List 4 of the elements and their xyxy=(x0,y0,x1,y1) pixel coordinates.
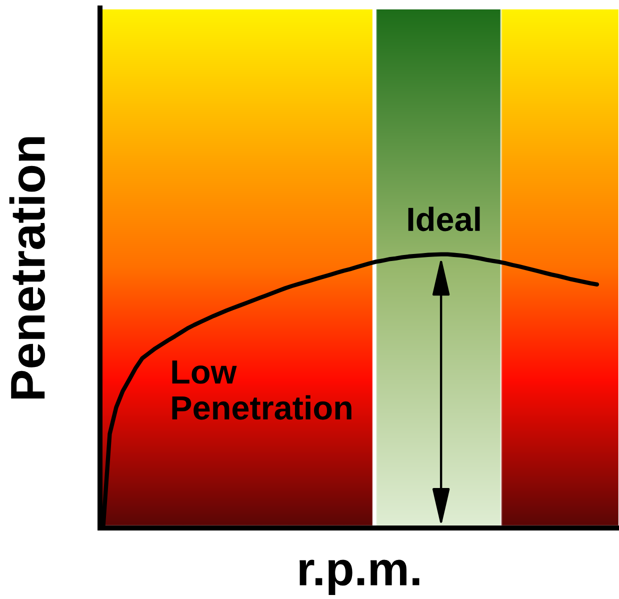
x-axis-title: r.p.m. xyxy=(300,560,420,595)
y-axis-title: Penetration xyxy=(9,137,46,398)
annotation: Low Penetration xyxy=(172,360,352,420)
text: Ideal xyxy=(408,206,480,232)
